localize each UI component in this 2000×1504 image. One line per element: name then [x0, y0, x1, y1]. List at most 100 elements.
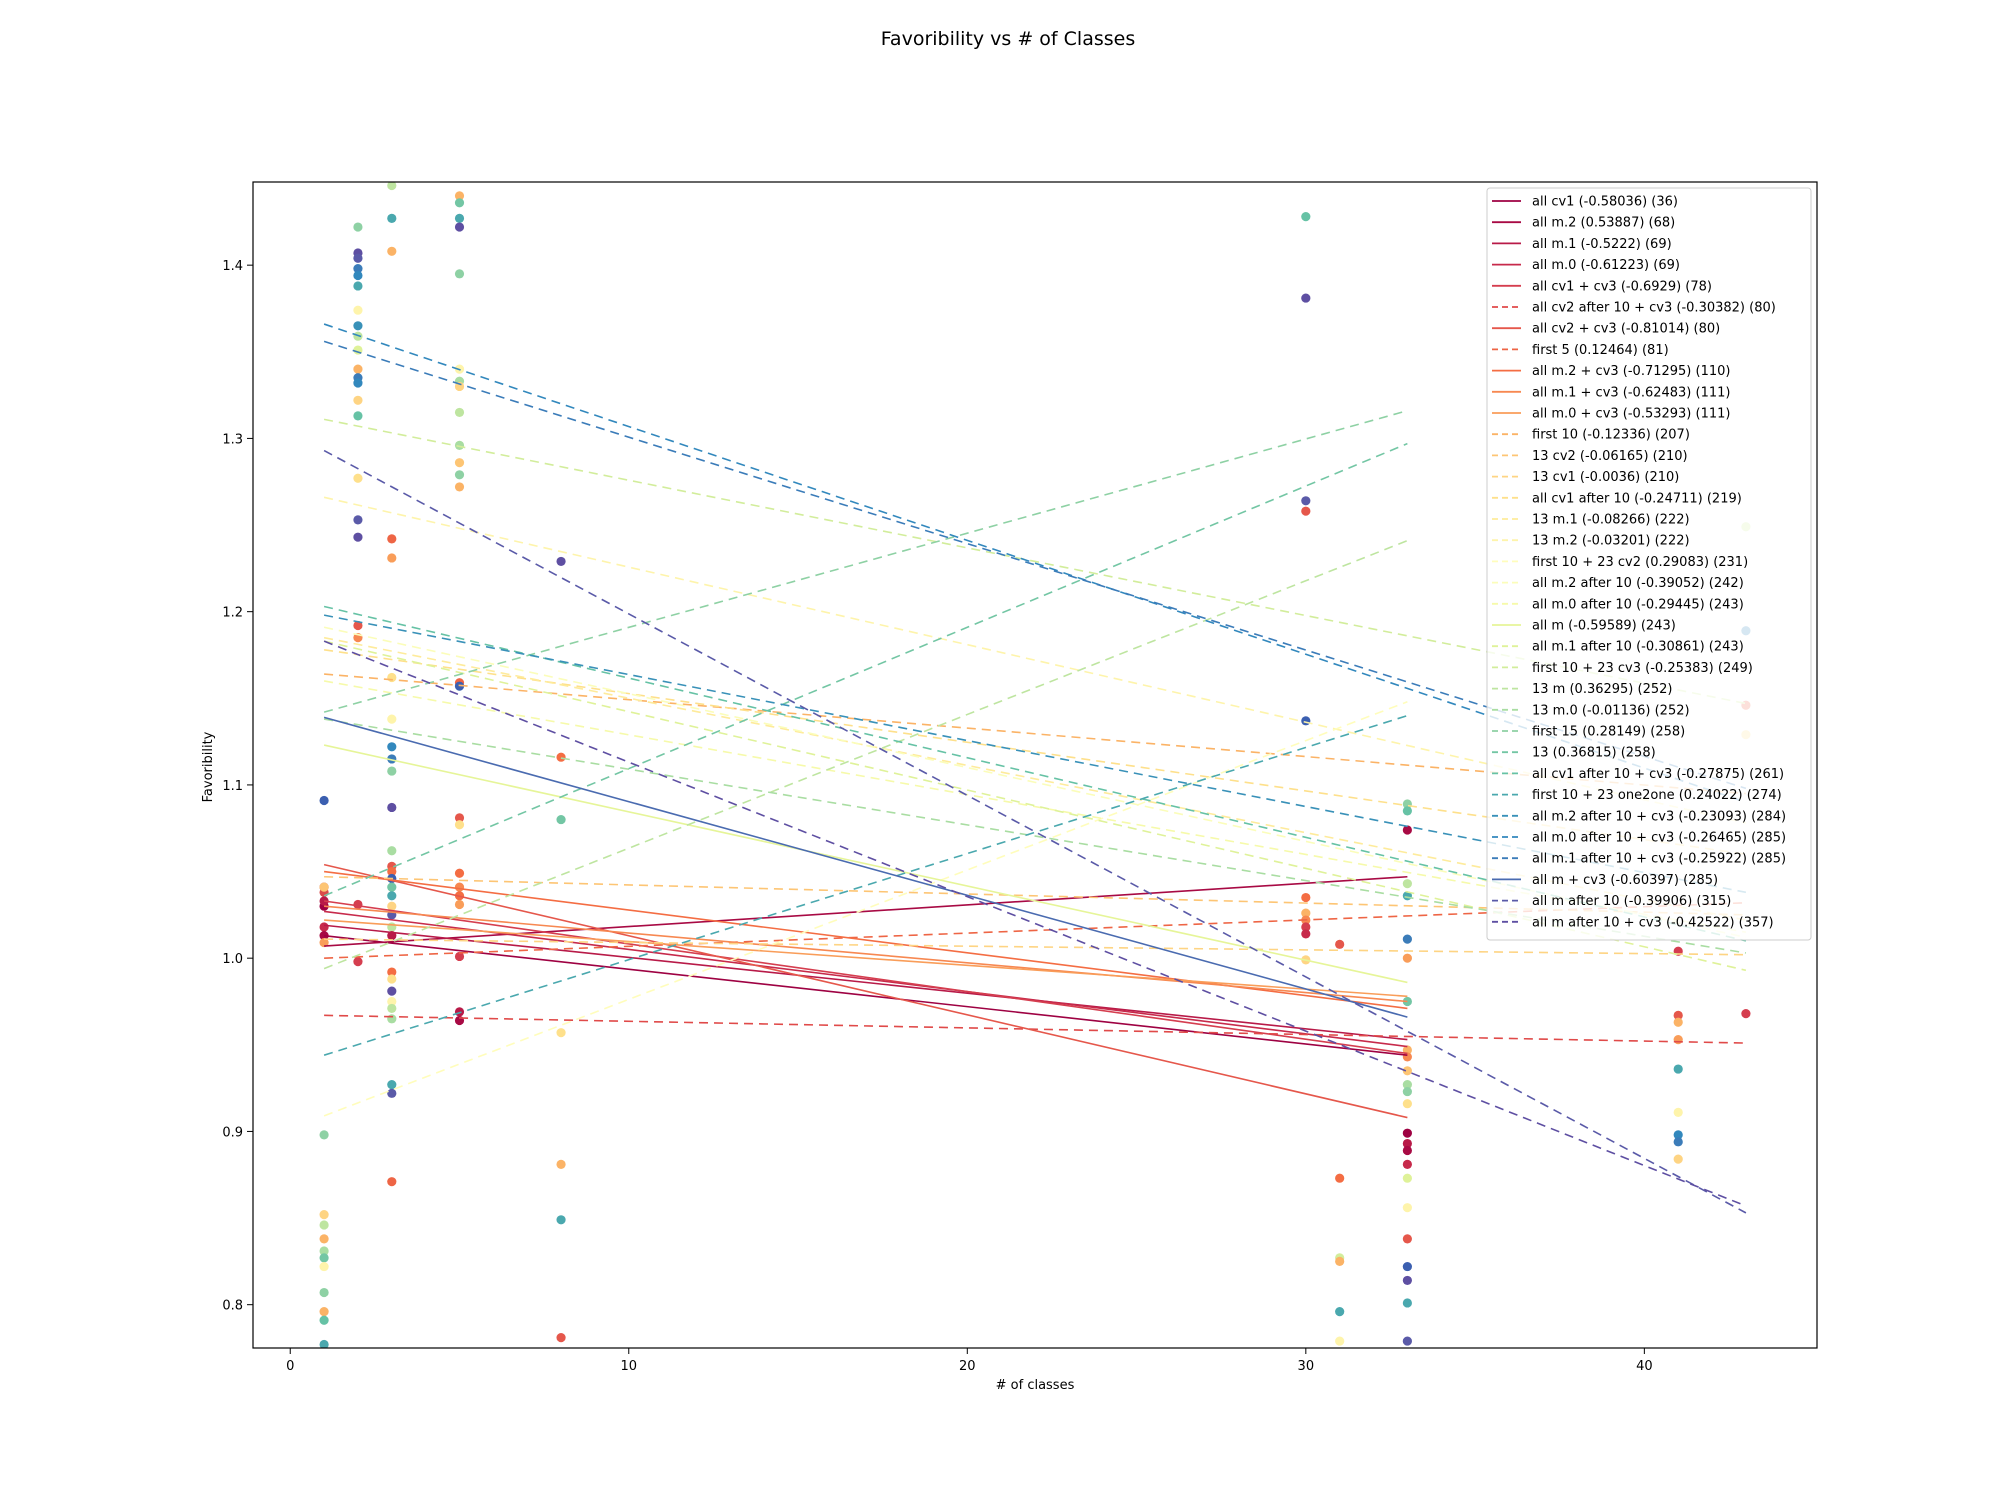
data-point [353, 473, 363, 483]
data-point [319, 795, 329, 806]
data-point [319, 1253, 329, 1263]
series-line [323, 539, 1408, 970]
data-point [387, 672, 397, 683]
data-point [387, 922, 397, 932]
data-point [319, 1130, 329, 1140]
data-point [454, 868, 465, 878]
data-point [387, 246, 397, 256]
data-point [1673, 1154, 1683, 1164]
data-point [353, 957, 363, 967]
data-point [319, 882, 329, 892]
y-tick-label: 1.4 [222, 259, 243, 274]
x-axis-label: # of classes [996, 1378, 1075, 1393]
data-point [1402, 1336, 1412, 1346]
data-point [1301, 892, 1311, 903]
data-point [1741, 1009, 1751, 1019]
legend-label: 13 m (0.36295) (252) [1532, 682, 1672, 697]
data-point [1402, 1066, 1412, 1076]
legend-label: all cv2 + cv3 (-0.81014) (80) [1532, 322, 1720, 337]
data-point [353, 305, 363, 315]
axes-frame [252, 181, 1818, 1349]
legend-label: 13 cv1 (-0.0036) (210) [1532, 470, 1679, 485]
data-point [319, 1339, 329, 1348]
legend-label: first 10 (-0.12336) (207) [1532, 428, 1690, 443]
series-line [323, 863, 1408, 1119]
legend-label: all m.0 after 10 + cv3 (-0.26465) (285) [1532, 831, 1786, 846]
data-point [387, 996, 397, 1007]
series-line [323, 409, 1408, 713]
data-point [556, 1215, 566, 1225]
data-point [353, 411, 363, 421]
legend-label: 13 (0.36815) (258) [1532, 746, 1656, 761]
series-line [323, 910, 1408, 1048]
data-point [1301, 212, 1311, 222]
data-point [387, 891, 397, 901]
legend-label: all cv1 + cv3 (-0.6929) (78) [1532, 279, 1712, 294]
data-point [1301, 293, 1311, 303]
data-point [1301, 496, 1311, 506]
data-point [454, 458, 465, 468]
data-point [1301, 922, 1311, 932]
data-point [1673, 1035, 1683, 1045]
data-point [454, 882, 465, 892]
data-point [556, 1333, 566, 1343]
data-point [1402, 1086, 1412, 1097]
series-line [324, 938, 1746, 956]
data-point [387, 846, 397, 856]
data-point [319, 937, 329, 948]
data-point [454, 951, 465, 962]
data-point [1402, 1173, 1412, 1183]
data-point [1301, 716, 1311, 726]
data-point [1402, 1234, 1412, 1244]
y-tick-label: 1.3 [222, 432, 243, 447]
data-point [353, 620, 363, 631]
data-point [387, 882, 397, 892]
series-line [323, 442, 1408, 897]
legend-label: all m.1 after 10 + cv3 (-0.25922) (285) [1532, 852, 1786, 867]
data-point [1402, 1080, 1412, 1090]
legend-label: all m.2 after 10 (-0.39052) (242) [1532, 576, 1744, 591]
series-line [324, 875, 1408, 947]
data-point [454, 813, 465, 823]
data-point [454, 1007, 465, 1017]
data-point [319, 1315, 329, 1325]
data-point [1673, 1137, 1683, 1147]
data-point [454, 899, 465, 910]
legend-label: first 10 + 23 cv2 (0.29083) (231) [1532, 555, 1748, 570]
legend-label: all cv1 after 10 (-0.24711) (219) [1532, 491, 1742, 506]
series-line [323, 716, 1408, 1018]
data-point [1402, 1203, 1412, 1213]
data-point [1301, 908, 1311, 918]
x-tick-label: 30 [1298, 1359, 1315, 1374]
x-tick-label: 10 [620, 1359, 637, 1374]
data-point [387, 213, 397, 223]
legend-label: first 15 (0.28149) (258) [1532, 725, 1685, 740]
data-point [556, 556, 566, 567]
data-point [1402, 879, 1412, 889]
data-point [387, 967, 397, 977]
data-point [454, 222, 465, 232]
data-point [387, 766, 397, 776]
data-point [1402, 825, 1412, 835]
x-tick-label: 40 [1636, 1359, 1653, 1374]
data-point [387, 866, 397, 877]
data-point [556, 1028, 566, 1038]
series-line [323, 340, 1747, 790]
data-point [387, 901, 397, 911]
data-point [1402, 934, 1412, 944]
series-line [324, 934, 1408, 1056]
data-point [1673, 1010, 1683, 1020]
data-point [319, 922, 329, 932]
data-point [387, 986, 397, 996]
data-point [1402, 1261, 1412, 1272]
data-point [454, 407, 465, 418]
data-point [387, 742, 397, 752]
data-point [387, 754, 397, 764]
legend-label: all m after 10 + cv3 (-0.42522) (357) [1532, 915, 1774, 930]
legend-label: 13 m.2 (-0.03201) (222) [1532, 534, 1690, 549]
legend-label: 13 m.1 (-0.08266) (222) [1532, 513, 1690, 528]
data-point [1301, 506, 1311, 516]
data-point [1402, 1138, 1412, 1149]
legend: all cv1 (-0.58036) (36) all m.2 (0.53887)… [1486, 187, 1812, 941]
